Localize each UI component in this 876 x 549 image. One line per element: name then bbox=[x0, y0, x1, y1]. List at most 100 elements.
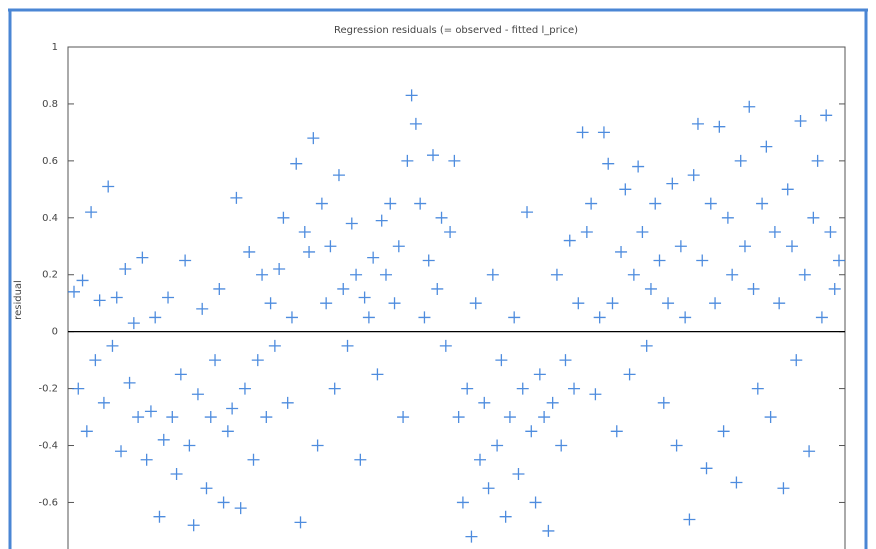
point bbox=[794, 115, 807, 128]
y-tick-label: 0.8 bbox=[42, 99, 58, 110]
point bbox=[533, 368, 546, 381]
point bbox=[576, 126, 589, 139]
point bbox=[200, 482, 213, 495]
point bbox=[798, 268, 811, 281]
point bbox=[606, 297, 619, 310]
point bbox=[337, 282, 350, 295]
y-tick-label: 0 bbox=[52, 327, 58, 338]
point bbox=[734, 154, 747, 167]
point bbox=[102, 180, 115, 193]
point bbox=[764, 411, 777, 424]
point bbox=[251, 354, 264, 367]
point bbox=[127, 317, 140, 330]
point bbox=[478, 396, 491, 409]
point bbox=[662, 297, 675, 310]
point bbox=[324, 240, 337, 253]
point bbox=[401, 154, 414, 167]
point bbox=[247, 453, 260, 466]
point bbox=[602, 157, 615, 170]
point bbox=[589, 388, 602, 401]
point bbox=[448, 154, 461, 167]
point bbox=[636, 226, 649, 239]
point bbox=[700, 462, 713, 475]
point bbox=[743, 100, 756, 113]
point bbox=[183, 439, 196, 452]
point bbox=[285, 311, 298, 324]
point bbox=[444, 226, 457, 239]
point bbox=[679, 311, 692, 324]
point bbox=[597, 126, 610, 139]
point bbox=[315, 197, 328, 210]
point bbox=[465, 530, 478, 543]
point bbox=[452, 411, 465, 424]
point bbox=[474, 453, 487, 466]
plot-area bbox=[67, 46, 846, 549]
point bbox=[815, 311, 828, 324]
y-tick-label: 0.2 bbox=[42, 270, 58, 281]
point bbox=[191, 388, 204, 401]
point bbox=[234, 502, 247, 515]
point bbox=[657, 396, 670, 409]
point bbox=[187, 519, 200, 532]
point bbox=[260, 411, 273, 424]
point bbox=[627, 268, 640, 281]
point bbox=[512, 467, 525, 480]
y-tick-label: 0.4 bbox=[42, 213, 58, 224]
point bbox=[687, 169, 700, 182]
point bbox=[760, 140, 773, 153]
point bbox=[273, 263, 286, 276]
point bbox=[495, 354, 508, 367]
point bbox=[226, 402, 239, 415]
point bbox=[132, 411, 145, 424]
point bbox=[666, 177, 679, 190]
point bbox=[469, 297, 482, 310]
point bbox=[328, 382, 341, 395]
point bbox=[68, 285, 80, 298]
point bbox=[717, 425, 730, 438]
y-axis-label: residual bbox=[13, 280, 24, 320]
point bbox=[354, 453, 367, 466]
point bbox=[341, 339, 354, 352]
point bbox=[281, 396, 294, 409]
point bbox=[170, 467, 183, 480]
y-tick-label: -0.2 bbox=[38, 384, 58, 395]
point bbox=[503, 411, 516, 424]
point bbox=[674, 240, 687, 253]
point bbox=[529, 496, 542, 509]
point bbox=[140, 453, 153, 466]
point bbox=[264, 297, 277, 310]
point bbox=[89, 354, 102, 367]
point bbox=[115, 445, 128, 458]
point bbox=[375, 214, 388, 227]
point bbox=[362, 311, 375, 324]
point bbox=[670, 439, 683, 452]
point bbox=[136, 251, 149, 264]
point bbox=[683, 513, 696, 526]
point bbox=[726, 268, 739, 281]
point bbox=[153, 510, 166, 523]
point bbox=[781, 183, 794, 196]
point bbox=[542, 524, 555, 537]
point bbox=[431, 282, 444, 295]
point bbox=[294, 516, 307, 529]
point bbox=[691, 117, 704, 130]
chart-title: Regression residuals (= observed - fitte… bbox=[334, 25, 578, 36]
point bbox=[384, 197, 397, 210]
point bbox=[456, 496, 469, 509]
point bbox=[290, 157, 303, 170]
y-tick-label: 1 bbox=[52, 42, 58, 53]
point bbox=[508, 311, 521, 324]
point bbox=[426, 149, 439, 162]
point bbox=[350, 268, 363, 281]
point bbox=[824, 226, 837, 239]
point bbox=[709, 297, 722, 310]
point bbox=[388, 297, 401, 310]
point bbox=[144, 405, 157, 418]
point bbox=[166, 411, 179, 424]
point bbox=[93, 294, 106, 307]
point bbox=[593, 311, 606, 324]
point bbox=[72, 382, 85, 395]
point bbox=[217, 496, 230, 509]
point bbox=[439, 339, 452, 352]
point bbox=[807, 211, 820, 224]
